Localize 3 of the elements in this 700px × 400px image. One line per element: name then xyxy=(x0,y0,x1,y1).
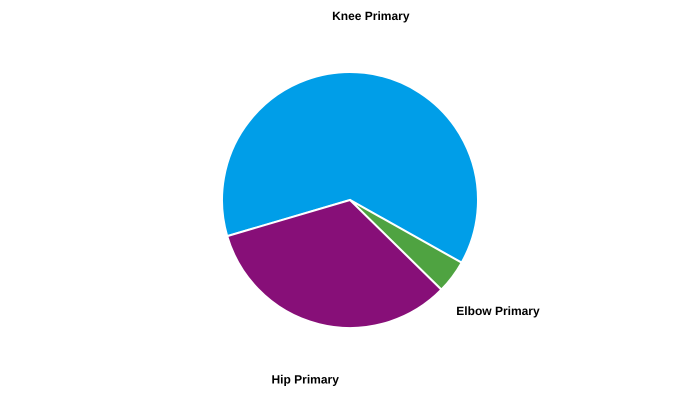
slice-label: Knee Primary xyxy=(332,9,410,24)
slice-label: Elbow Primary xyxy=(456,304,540,318)
slice-label: Hip Primary xyxy=(272,372,340,386)
